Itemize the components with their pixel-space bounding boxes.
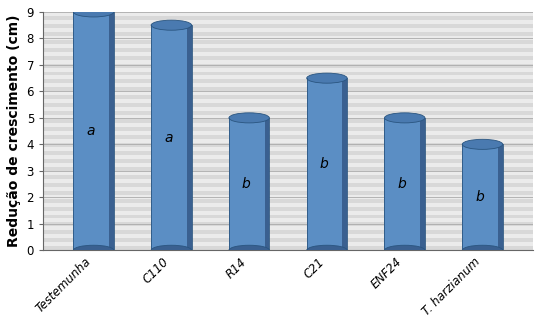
Bar: [43, 147, 533, 151]
Bar: [43, 202, 533, 207]
Ellipse shape: [462, 245, 503, 255]
Bar: [43, 40, 533, 44]
Bar: [43, 187, 533, 191]
Bar: [43, 222, 533, 227]
Bar: [43, 44, 533, 48]
Bar: [43, 167, 533, 171]
Y-axis label: Redução de crescimento (cm): Redução de crescimento (cm): [7, 15, 21, 247]
Bar: [43, 246, 533, 250]
Bar: [43, 80, 533, 84]
Bar: [43, 64, 533, 68]
Bar: [265, 118, 269, 250]
Bar: [73, 12, 114, 250]
Bar: [43, 207, 533, 211]
Bar: [43, 155, 533, 159]
Bar: [498, 144, 503, 250]
Bar: [43, 183, 533, 187]
Bar: [43, 159, 533, 163]
Bar: [43, 91, 533, 95]
Bar: [43, 107, 533, 111]
Bar: [43, 171, 533, 175]
Bar: [43, 131, 533, 135]
Bar: [43, 199, 533, 202]
Bar: [43, 227, 533, 230]
Bar: [43, 103, 533, 107]
Bar: [43, 16, 533, 20]
Bar: [43, 87, 533, 91]
Bar: [229, 118, 269, 250]
Bar: [43, 20, 533, 24]
Text: b: b: [320, 157, 328, 171]
Bar: [43, 143, 533, 147]
Bar: [43, 111, 533, 115]
Bar: [43, 84, 533, 87]
Bar: [43, 68, 533, 72]
Ellipse shape: [151, 20, 192, 30]
Bar: [43, 59, 533, 64]
Ellipse shape: [384, 245, 425, 255]
Bar: [43, 238, 533, 242]
Bar: [43, 135, 533, 139]
Bar: [43, 48, 533, 52]
Bar: [43, 191, 533, 195]
Text: b: b: [397, 177, 406, 191]
Bar: [43, 123, 533, 127]
Bar: [43, 115, 533, 119]
Bar: [43, 175, 533, 179]
Text: a: a: [86, 124, 94, 138]
Bar: [43, 163, 533, 167]
Bar: [43, 99, 533, 103]
Bar: [43, 127, 533, 131]
Bar: [43, 218, 533, 222]
Bar: [109, 12, 114, 250]
Ellipse shape: [307, 245, 347, 255]
Bar: [342, 78, 347, 250]
Bar: [307, 78, 347, 250]
Bar: [43, 95, 533, 99]
Bar: [43, 32, 533, 36]
Bar: [43, 151, 533, 155]
Ellipse shape: [462, 139, 503, 150]
Ellipse shape: [229, 245, 269, 255]
Text: a: a: [164, 131, 172, 145]
Bar: [43, 28, 533, 32]
Bar: [43, 56, 533, 59]
Bar: [187, 25, 192, 250]
Ellipse shape: [229, 113, 269, 123]
Bar: [43, 179, 533, 183]
Bar: [462, 144, 503, 250]
Text: b: b: [242, 177, 251, 191]
Bar: [43, 242, 533, 246]
Bar: [43, 75, 533, 80]
Bar: [43, 119, 533, 123]
Bar: [43, 230, 533, 234]
Bar: [43, 52, 533, 56]
Ellipse shape: [73, 245, 114, 255]
Bar: [151, 25, 192, 250]
Bar: [43, 12, 533, 16]
Bar: [384, 118, 425, 250]
Ellipse shape: [307, 73, 347, 83]
Bar: [43, 36, 533, 40]
Bar: [43, 195, 533, 199]
Bar: [43, 234, 533, 238]
Ellipse shape: [384, 113, 425, 123]
Bar: [43, 24, 533, 28]
Ellipse shape: [73, 7, 114, 17]
Bar: [43, 211, 533, 214]
Bar: [420, 118, 425, 250]
Bar: [43, 139, 533, 143]
Ellipse shape: [151, 245, 192, 255]
Text: b: b: [475, 190, 484, 204]
Bar: [43, 72, 533, 75]
Bar: [43, 214, 533, 218]
